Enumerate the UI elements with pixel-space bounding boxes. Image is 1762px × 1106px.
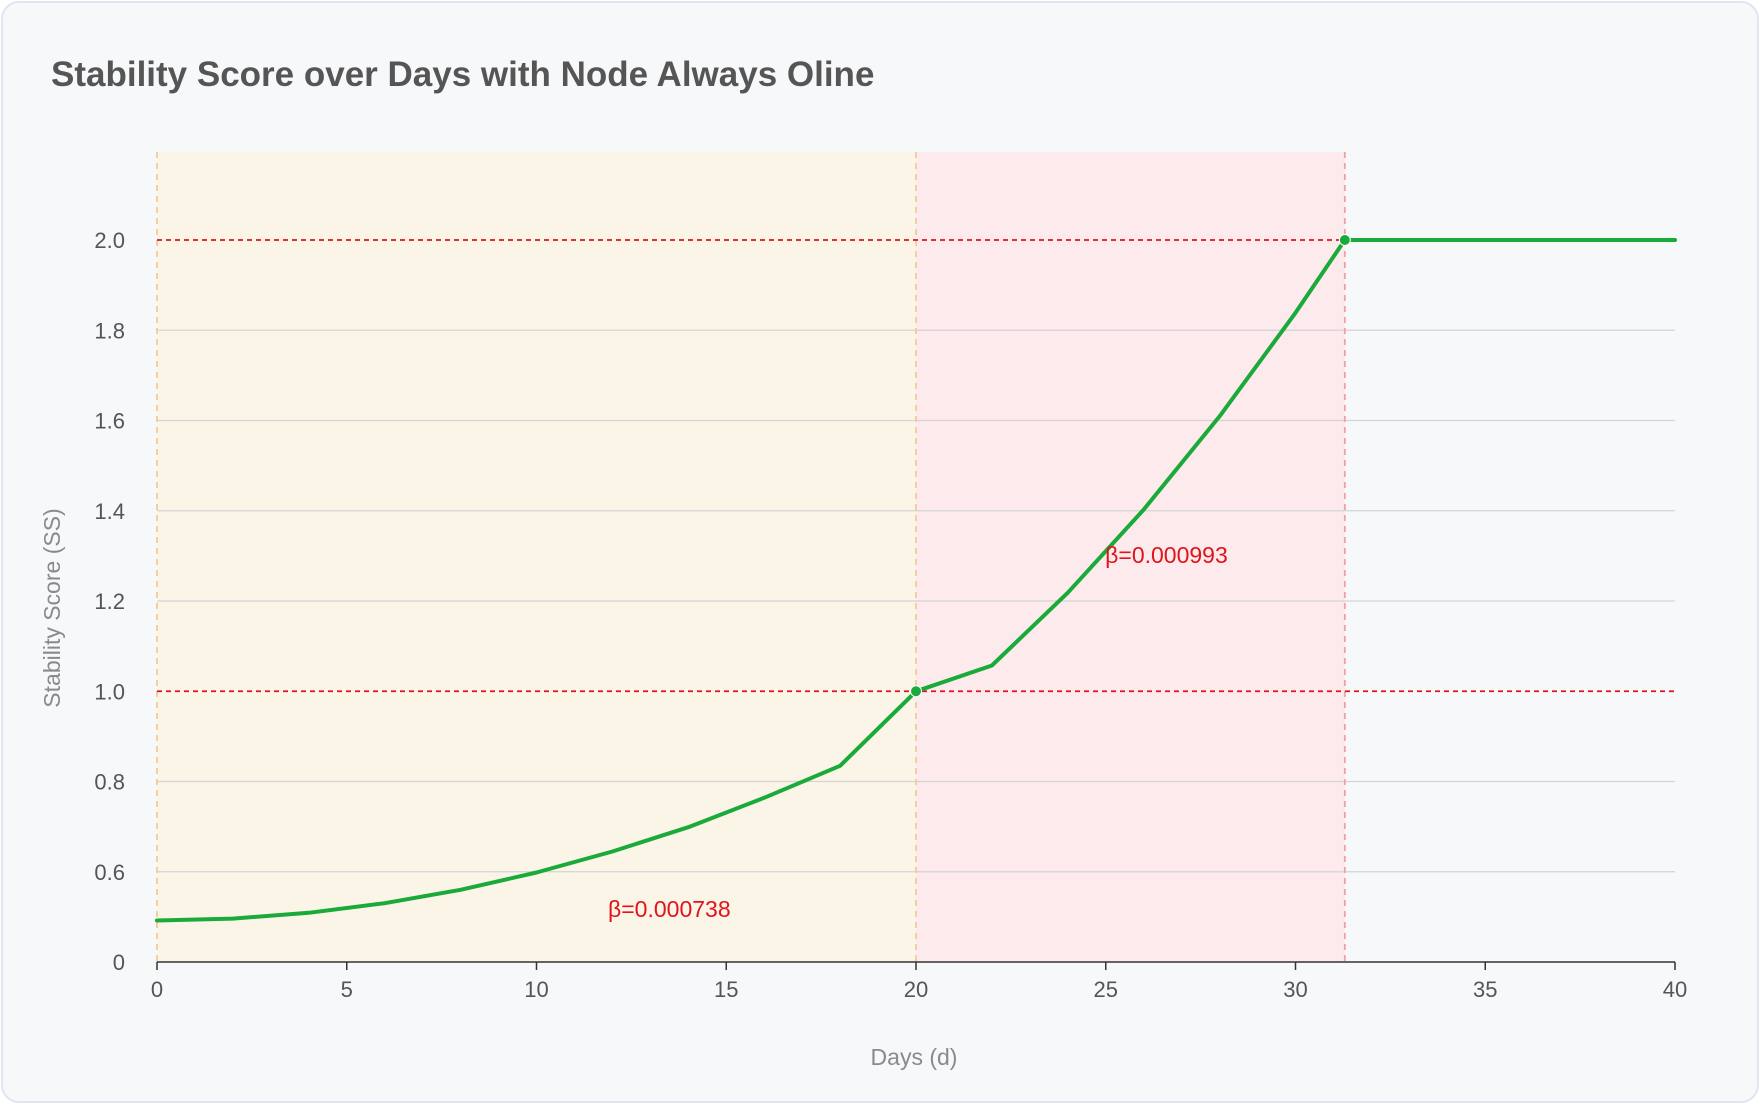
series-line-0 (155, 238, 1677, 923)
shaded-region-1 (916, 152, 1345, 962)
x-axis-label: Days (d) (871, 1044, 958, 1070)
x-tick-label-2: 10 (524, 977, 548, 1002)
x-tick-label-6: 30 (1283, 977, 1307, 1002)
beta-annotation-0: β=0.000738 (608, 896, 731, 922)
x-tick-label-4: 20 (904, 977, 928, 1002)
y-tick-label-7: 1.8 (94, 318, 125, 343)
y-tick-label-4: 1.2 (94, 589, 125, 614)
chart-title: Stability Score over Days with Node Alwa… (51, 55, 875, 94)
y-tick-label-2: 0.8 (94, 770, 125, 795)
y-axis-label: Stability Score (SS) (39, 508, 65, 707)
data-marker-0 (910, 685, 922, 698)
x-tick-label-1: 5 (341, 977, 353, 1002)
y-tick-label-6: 1.6 (94, 409, 125, 434)
shaded-region-0 (157, 152, 916, 962)
data-marker-1 (1338, 234, 1351, 246)
y-tick-label-1: 0.6 (94, 860, 125, 885)
x-tick-label-7: 35 (1473, 977, 1497, 1002)
x-tick-label-8: 40 (1663, 977, 1687, 1002)
y-tick-label-5: 1.4 (94, 499, 125, 524)
x-tick-label-0: 0 (151, 977, 163, 1002)
x-tick-label-5: 25 (1094, 977, 1118, 1002)
x-tick-label-3: 15 (714, 977, 738, 1002)
y-tick-label-3: 1.0 (94, 679, 125, 704)
beta-annotation-1: β=0.000993 (1105, 542, 1228, 568)
y-tick-label-8: 2.0 (94, 228, 125, 253)
y-tick-label-0: 0 (113, 950, 125, 975)
